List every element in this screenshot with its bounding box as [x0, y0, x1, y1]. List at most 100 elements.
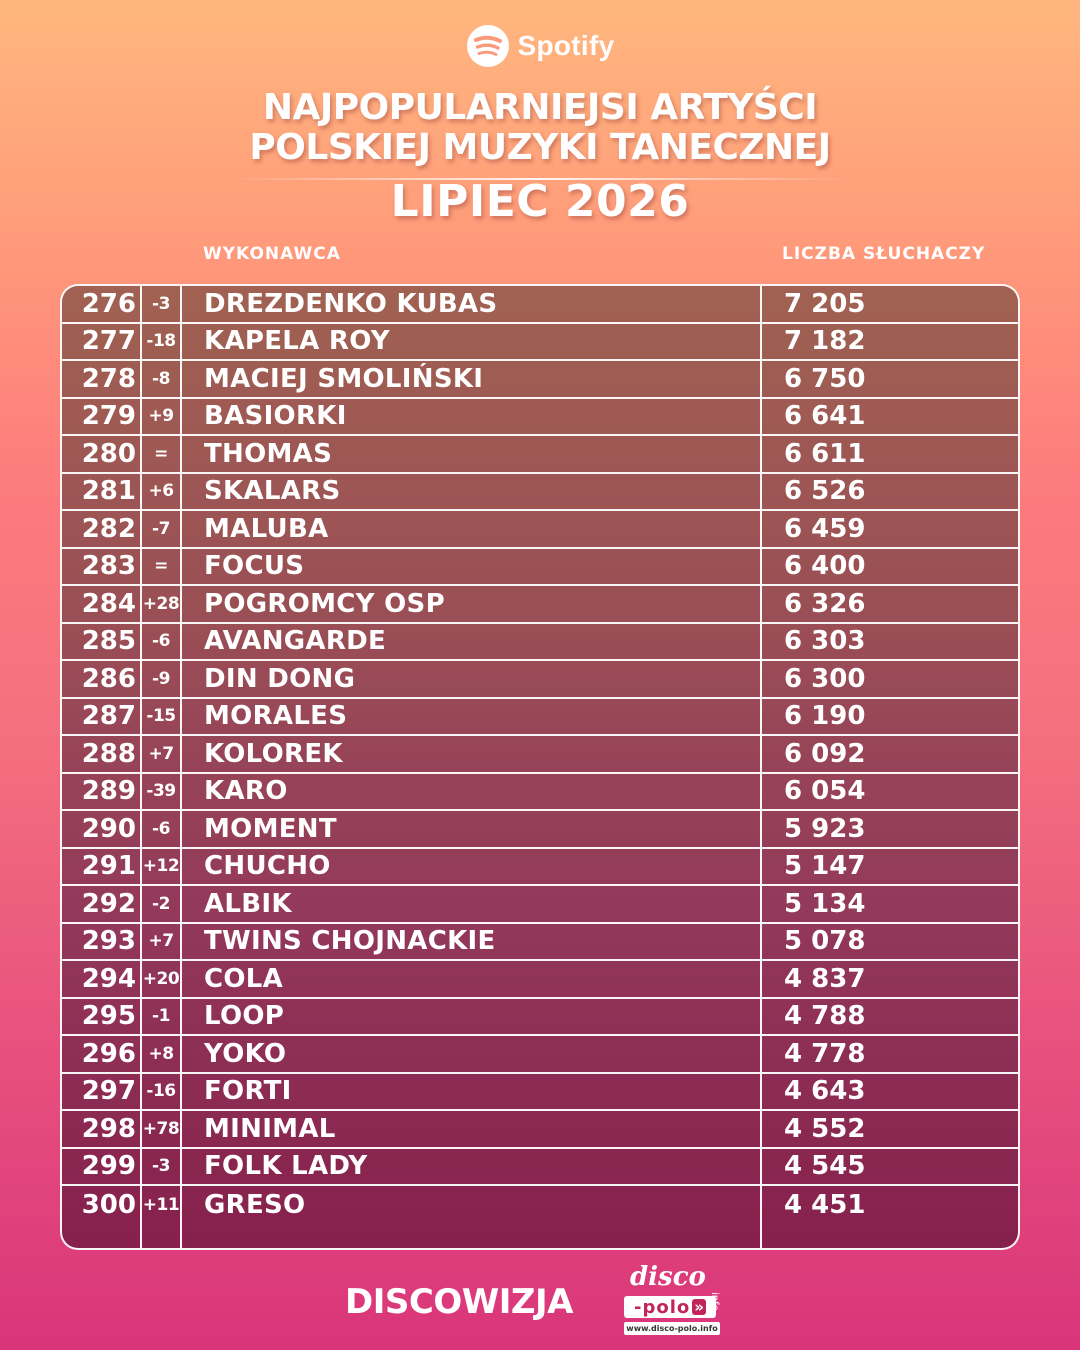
- info-word: info: [709, 1292, 720, 1311]
- listeners-cell: 5 078: [784, 926, 866, 957]
- change-cell: +78: [142, 1118, 180, 1139]
- artist-name-cell: FORTI: [204, 1076, 292, 1107]
- artist-name-cell: DREZDENKO KUBAS: [204, 288, 498, 319]
- rank-cell: 289: [81, 776, 136, 807]
- table-row: 298 +78 MINIMAL 4 552: [62, 1111, 1018, 1149]
- listeners-cell: 4 552: [784, 1113, 866, 1144]
- change-cell: +7: [148, 931, 174, 952]
- table-row: 286 -9 DIN DONG 6 300: [62, 661, 1018, 699]
- change-cell: -15: [146, 706, 176, 727]
- table-row: 279 +9 BASIORKI 6 641: [62, 399, 1018, 436]
- listeners-cell: 6 641: [784, 401, 866, 432]
- table-row: 292 -2 ALBIK 5 134: [62, 886, 1018, 924]
- listeners-cell: 6 190: [784, 701, 866, 732]
- change-cell: +6: [148, 481, 174, 502]
- rank-cell: 288: [81, 738, 136, 769]
- column-header-listeners: LICZBA SŁUCHACZY: [782, 244, 986, 264]
- spotify-icon: [466, 25, 509, 67]
- rank-cell: 276: [81, 288, 136, 319]
- artist-name-cell: KAPELA ROY: [204, 326, 390, 357]
- listeners-cell: 6 303: [784, 626, 866, 657]
- artist-name-cell: POGROMCY OSP: [204, 588, 445, 619]
- rank-cell: 300: [81, 1189, 136, 1220]
- table-row: 290 -6 MOMENT 5 923: [62, 811, 1018, 849]
- listeners-cell: 6 054: [784, 776, 866, 807]
- spotify-wordmark: Spotify: [517, 30, 615, 61]
- rank-cell: 293: [81, 926, 136, 957]
- artist-name-cell: BASIORKI: [204, 401, 347, 432]
- change-cell: -6: [152, 818, 170, 839]
- artist-name-cell: COLA: [204, 963, 284, 994]
- table-row: 293 +7 TWINS CHOJNACKIE 5 078: [62, 924, 1018, 961]
- page-subtitle: LIPIEC 2026: [390, 176, 690, 227]
- column-divider: [760, 286, 762, 1248]
- table-row: 295 -1 LOOP 4 788: [62, 999, 1018, 1036]
- artist-name-cell: TWINS CHOJNACKIE: [204, 926, 496, 957]
- artist-name-cell: MOMENT: [204, 813, 337, 844]
- rank-cell: 295: [81, 1001, 136, 1032]
- rank-cell: 277: [81, 326, 136, 357]
- artist-name-cell: KOLOREK: [204, 738, 343, 769]
- listeners-cell: 6 300: [784, 663, 866, 694]
- listeners-cell: 7 182: [784, 326, 866, 357]
- table-row: 281 +6 SKALARS 6 526: [62, 474, 1018, 511]
- listeners-cell: 4 788: [784, 1001, 866, 1032]
- disco-word: disco: [630, 1262, 706, 1292]
- change-cell: -3: [152, 293, 170, 314]
- change-cell: +28: [142, 593, 180, 614]
- table-row: 278 -8 MACIEJ SMOLIŃSKI 6 750: [62, 361, 1018, 399]
- listeners-cell: 6 526: [784, 476, 866, 507]
- rank-cell: 287: [81, 701, 136, 732]
- column-divider: [180, 286, 182, 1248]
- listeners-cell: 5 147: [784, 851, 866, 882]
- table-row: 291 +12 CHUCHO 5 147: [62, 849, 1018, 886]
- change-cell: +8: [148, 1043, 174, 1064]
- rank-cell: 284: [81, 588, 136, 619]
- artist-name-cell: AVANGARDE: [204, 626, 387, 657]
- change-cell: -3: [152, 1156, 170, 1177]
- listeners-cell: 7 205: [784, 288, 866, 319]
- polo-box: -polo »: [624, 1296, 716, 1318]
- listeners-cell: 4 451: [784, 1189, 866, 1220]
- table-row: 299 -3 FOLK LADY 4 545: [62, 1149, 1018, 1186]
- artist-name-cell: SKALARS: [204, 476, 341, 507]
- table-row: 288 +7 KOLOREK 6 092: [62, 736, 1018, 774]
- table-row: 276 -3 DREZDENKO KUBAS 7 205: [62, 286, 1018, 324]
- spotify-logo: Spotify: [0, 24, 1080, 68]
- rank-cell: 283: [81, 551, 136, 582]
- listeners-cell: 6 400: [784, 551, 866, 582]
- table-row: 300 +11 GRESO 4 451: [62, 1186, 1018, 1224]
- table-row: 277 -18 KAPELA ROY 7 182: [62, 324, 1018, 361]
- change-cell: -9: [152, 668, 170, 689]
- change-cell: -16: [146, 1081, 176, 1102]
- table-row: 297 -16 FORTI 4 643: [62, 1074, 1018, 1111]
- title-line-1: NAJPOPULARNIEJSI ARTYŚCI: [262, 87, 818, 128]
- disco-polo-logo: disco -polo » info www.disco-polo.info: [624, 1262, 744, 1338]
- discowizja-logo: DISCOWIZJA: [345, 1282, 574, 1322]
- table-row: 294 +20 COLA 4 837: [62, 961, 1018, 999]
- artist-name-cell: THOMAS: [204, 438, 333, 469]
- column-header-artist: WYKONAWCA: [203, 244, 341, 264]
- table-row: 296 +8 YOKO 4 778: [62, 1036, 1018, 1074]
- artist-name-cell: CHUCHO: [204, 851, 331, 882]
- polo-word: -polo: [634, 1296, 691, 1318]
- rank-cell: 290: [81, 813, 136, 844]
- rank-cell: 280: [81, 438, 136, 469]
- listeners-cell: 4 545: [784, 1151, 866, 1182]
- artist-name-cell: DIN DONG: [204, 663, 356, 694]
- rank-cell: 279: [81, 401, 136, 432]
- listeners-cell: 4 837: [784, 963, 866, 994]
- change-cell: +7: [148, 743, 174, 764]
- rank-cell: 299: [81, 1151, 136, 1182]
- rank-cell: 297: [81, 1076, 136, 1107]
- change-cell: -18: [146, 331, 176, 352]
- artist-name-cell: GRESO: [204, 1189, 306, 1220]
- column-divider: [140, 286, 142, 1248]
- artist-name-cell: MORALES: [204, 701, 348, 732]
- change-cell: +11: [142, 1194, 180, 1215]
- artist-name-cell: MALUBA: [204, 513, 329, 544]
- rank-cell: 286: [81, 663, 136, 694]
- table-row: 289 -39 KARO 6 054: [62, 774, 1018, 811]
- rank-cell: 296: [81, 1038, 136, 1069]
- listeners-cell: 4 643: [784, 1076, 866, 1107]
